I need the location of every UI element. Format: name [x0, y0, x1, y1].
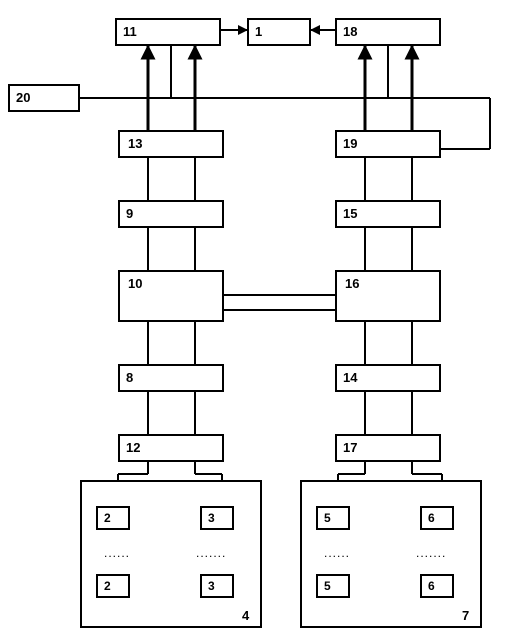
node-n5a: 5: [316, 506, 350, 530]
node-label: 5: [324, 579, 331, 593]
node-label: 3: [208, 511, 215, 525]
node-label: 6: [428, 579, 435, 593]
node-label: 20: [16, 90, 30, 105]
node-label: 12: [126, 440, 140, 455]
node-n6a: 6: [420, 506, 454, 530]
node-label: 8: [126, 370, 133, 385]
node-label: 7: [462, 608, 469, 623]
node-label: 2: [104, 511, 111, 525]
node-n3b: 3: [200, 574, 234, 598]
node-n2b: 2: [96, 574, 130, 598]
diagram-canvas: 11118201319915101681412174723235656.....…: [0, 0, 531, 640]
ellipsis-dots: .......: [416, 546, 446, 560]
node-label: 13: [128, 136, 142, 151]
node-n1: 1: [247, 18, 311, 46]
node-label: 15: [343, 206, 357, 221]
node-n2a: 2: [96, 506, 130, 530]
node-label: 11: [123, 24, 137, 39]
node-n11: 11: [115, 18, 221, 46]
node-n18: 18: [335, 18, 441, 46]
node-n13: 13: [118, 130, 224, 158]
node-n8: 8: [118, 364, 224, 392]
node-label: 2: [104, 579, 111, 593]
node-label: 1: [255, 24, 262, 39]
ellipsis-dots: .......: [196, 546, 226, 560]
node-n9: 9: [118, 200, 224, 228]
node-label: 14: [343, 370, 357, 385]
node-label: 16: [345, 276, 359, 291]
node-label: 18: [343, 24, 357, 39]
node-n17: 17: [335, 434, 441, 462]
node-n20: 20: [8, 84, 80, 112]
node-n5b: 5: [316, 574, 350, 598]
node-n19: 19: [335, 130, 441, 158]
node-label: 6: [428, 511, 435, 525]
node-n14: 14: [335, 364, 441, 392]
node-n3a: 3: [200, 506, 234, 530]
node-label: 10: [128, 276, 142, 291]
node-n6b: 6: [420, 574, 454, 598]
node-n16: 16: [335, 270, 441, 322]
node-label: 17: [343, 440, 357, 455]
ellipsis-dots: ......: [324, 546, 350, 560]
node-n10: 10: [118, 270, 224, 322]
ellipsis-dots: ......: [104, 546, 130, 560]
node-label: 5: [324, 511, 331, 525]
node-n12: 12: [118, 434, 224, 462]
node-label: 3: [208, 579, 215, 593]
node-label: 9: [126, 206, 133, 221]
node-n15: 15: [335, 200, 441, 228]
node-label: 4: [242, 608, 249, 623]
node-label: 19: [343, 136, 357, 151]
